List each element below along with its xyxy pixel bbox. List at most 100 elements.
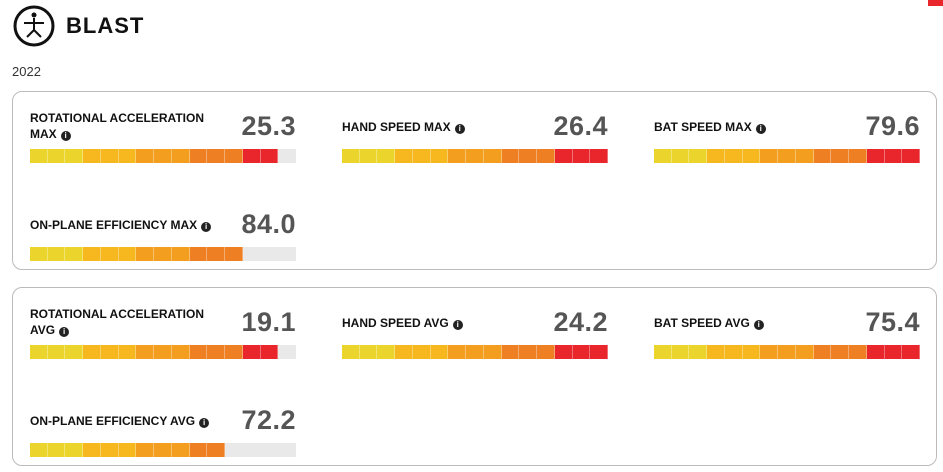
gauge-segment: [207, 345, 226, 359]
metric-value: 24.2: [553, 307, 608, 337]
metric-label: BAT SPEED AVG i: [654, 315, 844, 331]
info-icon[interactable]: i: [60, 131, 71, 141]
info-icon[interactable]: i: [755, 124, 766, 134]
gauge-segment: [260, 345, 279, 359]
gauge-segment: [707, 345, 725, 359]
logo-icon: [13, 5, 55, 47]
gauge-segment: [83, 247, 101, 261]
gauge-segment: [501, 345, 520, 359]
gauge-segment: [171, 247, 190, 261]
gauge-segment: [902, 149, 920, 163]
gauge-segment: [225, 247, 243, 261]
info-icon[interactable]: i: [753, 320, 764, 330]
gauge-segment: [742, 345, 761, 359]
gauge-track: [30, 443, 296, 457]
gauge-segment: [430, 149, 449, 163]
gauge-segment: [171, 149, 190, 163]
info-icon[interactable]: i: [201, 222, 212, 232]
gauge-segment: [707, 149, 725, 163]
gauge-segment: [47, 149, 66, 163]
gauge-segment: [430, 345, 449, 359]
gauge-segment: [742, 149, 761, 163]
gauge-segment: [83, 345, 101, 359]
info-icon[interactable]: i: [59, 327, 70, 337]
gauge-segment: [260, 149, 279, 163]
gauge-segment: [242, 149, 261, 163]
gauge-segment: [501, 149, 520, 163]
gauge-segment: [590, 345, 608, 359]
metric-value: 79.6: [865, 111, 920, 141]
gauge-segment: [207, 443, 226, 457]
gauge-segment: [65, 149, 84, 163]
gauge-segment: [30, 345, 48, 359]
gauge-segment: [412, 149, 431, 163]
gauge-segment: [831, 149, 850, 163]
gauge-segment: [100, 247, 119, 261]
gauge-segment: [778, 345, 796, 359]
logo-text: BLAST: [66, 13, 145, 38]
gauge-segment: [30, 443, 48, 457]
gauge-segment: [207, 247, 226, 261]
gauge-segment: [83, 149, 101, 163]
gauge-segment: [189, 149, 208, 163]
metric-label-text: ON-PLANE EFFICIENCY MAX: [30, 218, 198, 232]
gauge-segment: [795, 345, 814, 359]
info-icon[interactable]: i: [199, 418, 210, 428]
gauge-track: [654, 149, 920, 163]
gauge-track: [342, 149, 608, 163]
gauge-segment: [171, 345, 190, 359]
gauge-segment: [65, 443, 84, 457]
gauge-segment: [813, 345, 832, 359]
gauge-segment: [30, 149, 48, 163]
gauge-segment: [849, 345, 867, 359]
gauge-segment: [849, 149, 867, 163]
gauge-segment: [47, 247, 66, 261]
gauge-segment: [884, 149, 903, 163]
gauge-track: [342, 345, 608, 359]
gauge-segment: [100, 149, 119, 163]
gauge-segment: [242, 345, 261, 359]
gauge-segment: [689, 149, 708, 163]
metric-label: HAND SPEED AVG i: [342, 315, 532, 331]
metric-value: 75.4: [865, 307, 920, 337]
gauge-segment: [118, 149, 137, 163]
gauge-segment: [342, 149, 360, 163]
gauge-segment: [65, 345, 84, 359]
gauge-segment: [225, 345, 243, 359]
metric-value: 84.0: [241, 209, 296, 239]
gauge-segment: [47, 345, 66, 359]
gauge-segment: [778, 149, 796, 163]
gauge-track: [30, 247, 296, 261]
gauge-segment: [572, 345, 591, 359]
gauge-segment: [813, 149, 832, 163]
gauge-segment: [483, 149, 502, 163]
gauge-segment: [118, 247, 137, 261]
gauge-segment: [537, 149, 555, 163]
gauge-track: [30, 345, 296, 359]
gauge-segment: [654, 345, 672, 359]
metric-label-text: ROTATIONAL ACCELERATION MAX: [30, 111, 204, 141]
gauge-segment: [831, 345, 850, 359]
gauge-segment: [377, 345, 396, 359]
panel: [12, 91, 937, 270]
metric-label-text: BAT SPEED MAX: [654, 120, 752, 134]
gauge-segment: [118, 443, 137, 457]
gauge-segment: [154, 149, 172, 163]
metric-value: 19.1: [241, 307, 296, 337]
info-icon[interactable]: i: [452, 320, 463, 330]
info-icon[interactable]: i: [454, 124, 465, 134]
metric-value: 26.4: [553, 111, 608, 141]
gauge-segment: [519, 345, 538, 359]
gauge-segment: [225, 149, 243, 163]
gauge-segment: [724, 345, 743, 359]
gauge-segment: [47, 443, 66, 457]
gauge-segment: [154, 247, 172, 261]
gauge-segment: [136, 247, 155, 261]
gauge-segment: [554, 149, 573, 163]
metric-label-text: HAND SPEED AVG: [342, 316, 449, 330]
gauge-segment: [866, 345, 885, 359]
gauge-segment: [590, 149, 608, 163]
gauge-segment: [377, 149, 396, 163]
gauge-track: [30, 149, 296, 163]
